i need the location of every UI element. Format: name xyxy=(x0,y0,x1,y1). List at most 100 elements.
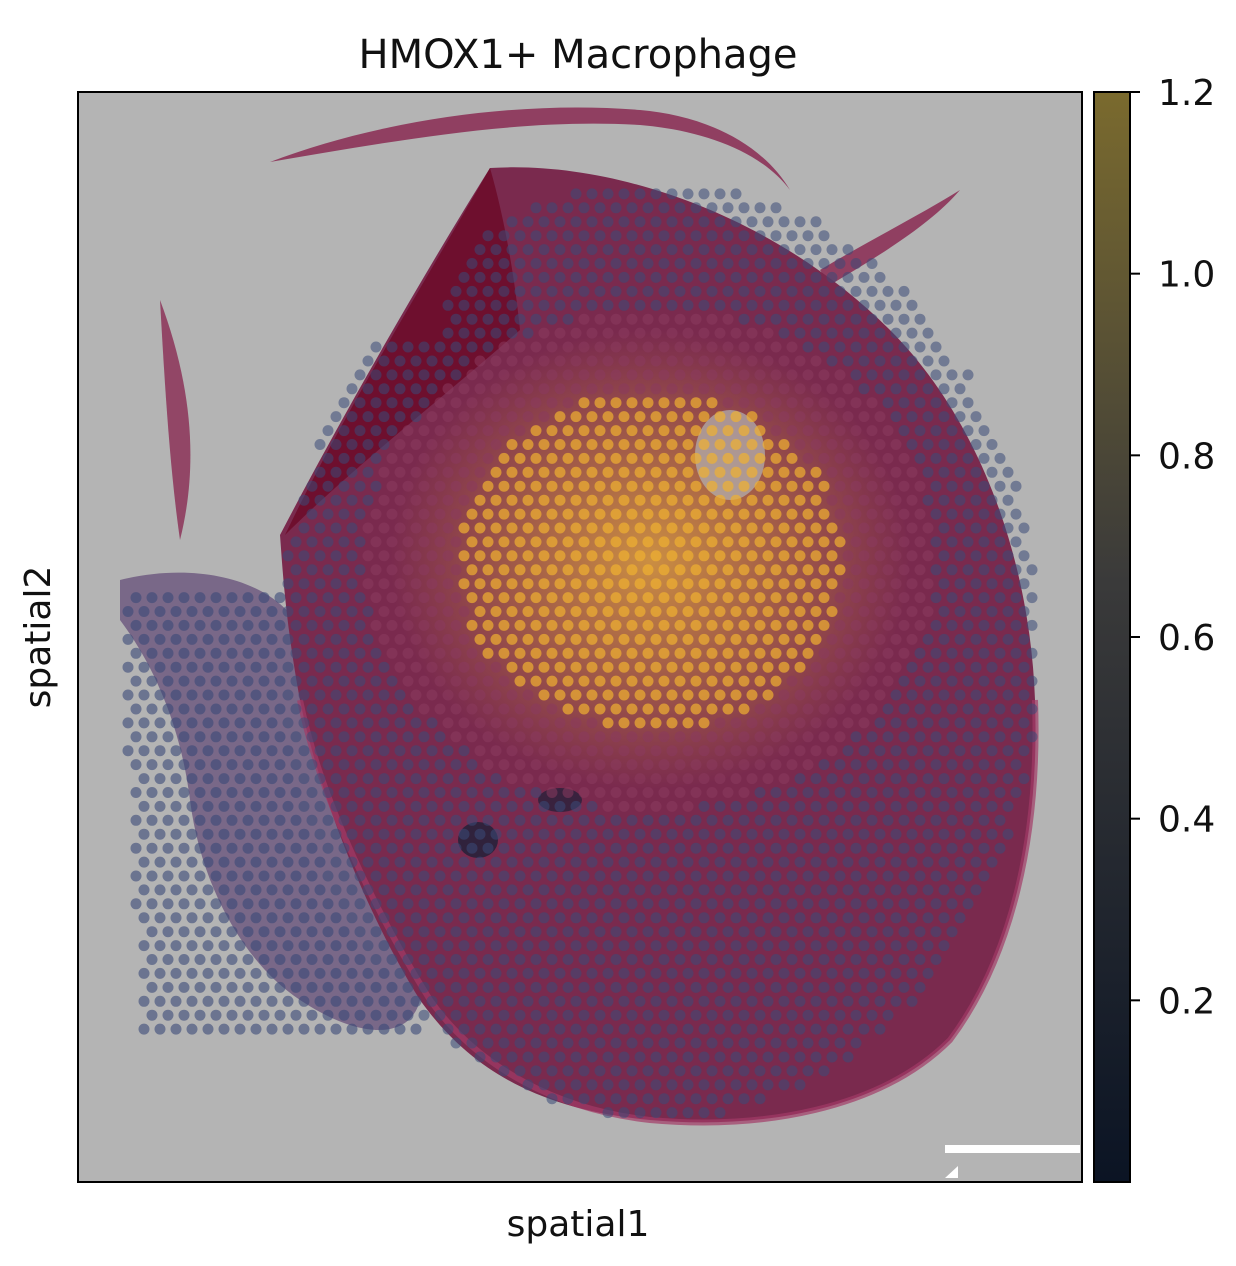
spot xyxy=(842,383,854,395)
spot xyxy=(898,675,910,687)
spot xyxy=(866,480,878,492)
spot xyxy=(874,745,886,757)
spot xyxy=(506,522,518,534)
spot xyxy=(954,466,966,478)
spot xyxy=(578,619,590,631)
spot xyxy=(202,661,214,673)
spot xyxy=(178,1009,190,1021)
spot xyxy=(362,828,374,840)
spot xyxy=(978,870,990,882)
spot xyxy=(242,954,254,965)
spot xyxy=(178,898,190,910)
spot xyxy=(378,856,390,868)
spot xyxy=(258,814,270,826)
spot xyxy=(946,731,958,743)
spot xyxy=(250,884,262,896)
spot xyxy=(194,592,206,604)
spot xyxy=(610,397,622,409)
spot xyxy=(506,327,518,339)
spot xyxy=(938,550,950,562)
spot xyxy=(866,703,878,715)
spot xyxy=(770,1065,782,1077)
spot xyxy=(810,856,822,868)
spot xyxy=(570,466,582,478)
spot xyxy=(578,480,590,492)
spot xyxy=(402,842,414,854)
spot xyxy=(946,536,958,548)
spot xyxy=(866,954,878,965)
spot xyxy=(322,731,334,743)
spot xyxy=(522,550,534,562)
spot xyxy=(538,995,550,1007)
spot xyxy=(690,508,702,520)
spot xyxy=(538,606,550,617)
spot xyxy=(762,244,774,256)
spot xyxy=(794,995,806,1007)
spot xyxy=(314,606,326,617)
spot xyxy=(770,480,782,492)
spot xyxy=(754,1065,766,1077)
spot xyxy=(722,926,734,938)
spot xyxy=(642,480,654,492)
spot xyxy=(378,1023,390,1035)
spot xyxy=(458,439,470,450)
spot xyxy=(522,773,534,785)
spot xyxy=(562,397,574,409)
spot xyxy=(842,299,854,311)
spot xyxy=(858,578,870,590)
spot xyxy=(370,703,382,715)
spot xyxy=(346,689,358,701)
spot xyxy=(274,954,286,965)
spot xyxy=(738,842,750,854)
spot xyxy=(498,842,510,854)
spot xyxy=(834,842,846,854)
spot xyxy=(538,383,550,395)
spot xyxy=(466,536,478,548)
spot xyxy=(970,689,982,701)
spot xyxy=(698,800,710,812)
spot xyxy=(138,856,150,868)
spot xyxy=(962,592,974,604)
spot xyxy=(442,661,454,673)
spot xyxy=(722,480,734,492)
spot xyxy=(426,383,438,395)
spot xyxy=(658,1093,670,1105)
spot xyxy=(642,508,654,520)
spot xyxy=(826,578,838,590)
spot xyxy=(234,689,246,701)
spot xyxy=(346,856,358,868)
spot xyxy=(346,800,358,812)
spot xyxy=(714,689,726,701)
spot xyxy=(234,967,246,979)
spot xyxy=(170,912,182,924)
spot xyxy=(818,703,830,715)
spot xyxy=(770,452,782,464)
spot xyxy=(818,1009,830,1021)
spot xyxy=(802,564,814,576)
spot xyxy=(538,439,550,450)
spot xyxy=(594,675,606,687)
spot xyxy=(690,842,702,854)
spot xyxy=(650,633,662,645)
spot xyxy=(306,592,318,604)
spot xyxy=(498,285,510,297)
spot xyxy=(754,981,766,993)
spot xyxy=(130,870,142,882)
spot xyxy=(162,703,174,715)
spot xyxy=(186,633,198,645)
spot xyxy=(474,578,486,590)
spot xyxy=(362,884,374,896)
spot xyxy=(338,703,350,715)
spot xyxy=(730,912,742,924)
spot xyxy=(858,606,870,617)
spot xyxy=(186,661,198,673)
spot xyxy=(570,661,582,673)
spot xyxy=(970,494,982,506)
spot xyxy=(402,814,414,826)
spot xyxy=(858,633,870,645)
spot xyxy=(546,647,558,659)
spot xyxy=(930,619,942,631)
spot xyxy=(754,926,766,938)
spot xyxy=(962,814,974,826)
spot xyxy=(498,898,510,910)
